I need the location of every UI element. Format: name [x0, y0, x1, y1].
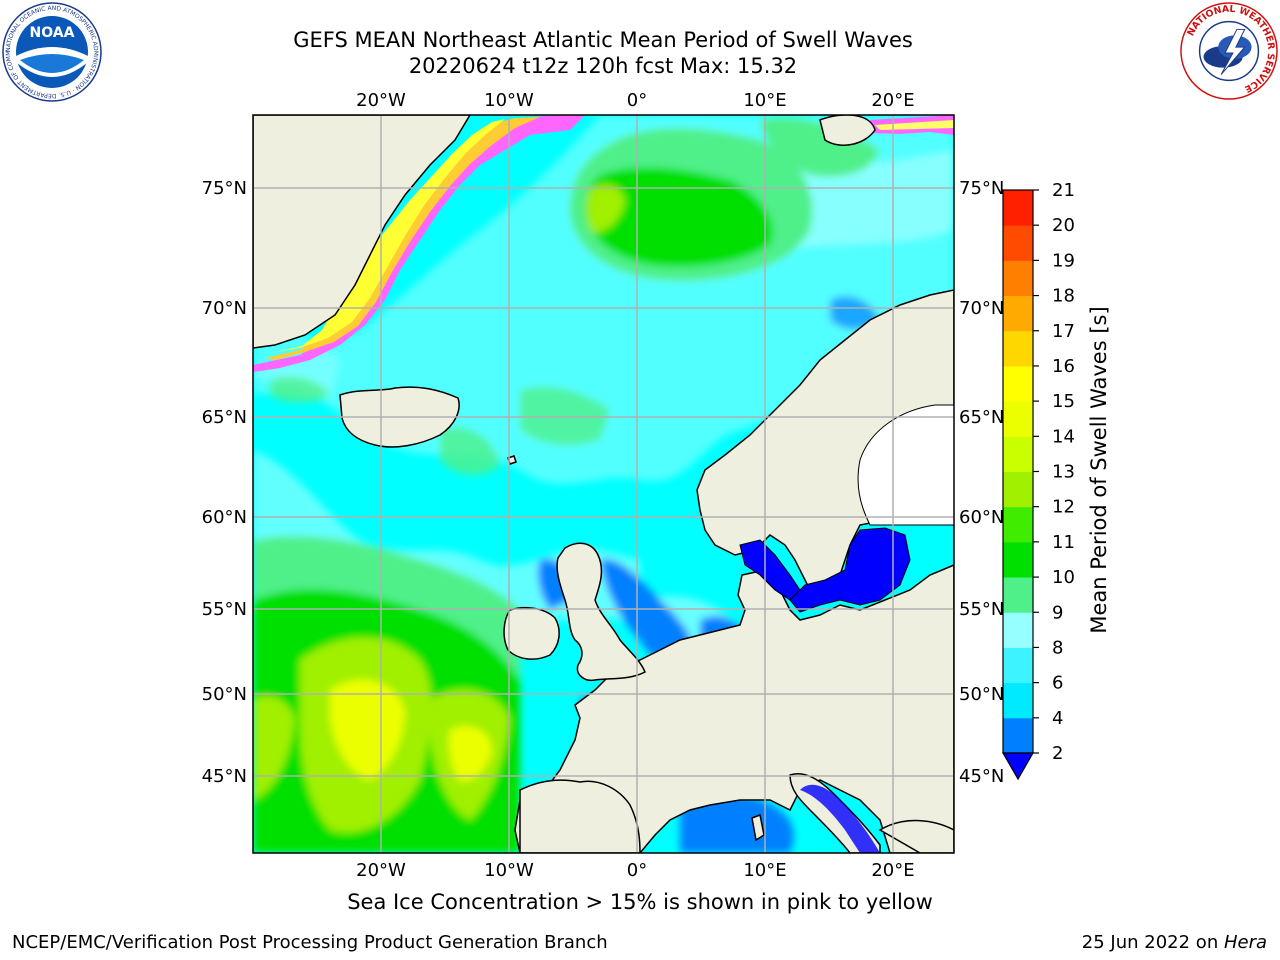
- colorbar-segment: [1003, 541, 1033, 578]
- lon-label-top: 10°E: [743, 90, 786, 111]
- scandinavia: [696, 289, 954, 602]
- footer-host: Hera: [1223, 932, 1267, 953]
- great-britain: [556, 542, 646, 682]
- baltic-sea: [789, 527, 911, 613]
- lon-label-bottom: 10°E: [743, 860, 786, 881]
- graticule: [253, 115, 954, 853]
- lon-label-bottom: 20°E: [871, 860, 914, 881]
- lat-label-right: 65°N: [959, 407, 1004, 428]
- land: [253, 115, 954, 853]
- colorbar-tick-label: 17: [1052, 321, 1075, 342]
- colorbar-segment: [1003, 330, 1033, 367]
- colorbar-tick-label: 8: [1052, 637, 1063, 658]
- ireland: [503, 606, 560, 660]
- colorbar-tick-label: 4: [1052, 708, 1063, 729]
- kattegat: [739, 539, 801, 601]
- lat-label-left: 70°N: [202, 298, 247, 319]
- colorbar-tick-label: 6: [1052, 673, 1063, 694]
- lon-label-top: 0°: [627, 90, 647, 111]
- colorbar-segment: [1003, 612, 1033, 648]
- lat-label-right: 50°N: [959, 684, 1004, 705]
- lon-label-top: 20°E: [871, 90, 914, 111]
- colorbar-segment: [1003, 225, 1033, 261]
- colorbar-tick-label: 11: [1052, 532, 1075, 553]
- colorbar-segment: [1003, 436, 1033, 472]
- colorbar-segment: [1003, 401, 1033, 437]
- footer-date-text: 25 Jun 2022 on: [1081, 932, 1224, 953]
- greenland: [253, 115, 471, 349]
- lon-label-bottom: 10°W: [484, 860, 534, 881]
- colorbar-segment: [1003, 365, 1033, 402]
- lon-label-bottom: 20°W: [356, 860, 406, 881]
- map-frame: [252, 114, 955, 854]
- adriatic-sea: [800, 784, 880, 853]
- colorbar-segment: [1003, 682, 1033, 719]
- colorbar-tick-label: 13: [1052, 462, 1075, 483]
- corsica: [751, 813, 765, 842]
- colorbar-tick-label: 20: [1052, 215, 1075, 236]
- lon-label-top: 20°W: [356, 90, 406, 111]
- lat-label-left: 55°N: [202, 599, 247, 620]
- lat-label-left: 50°N: [202, 684, 247, 705]
- colorbar-segment: [1003, 577, 1033, 613]
- colorbar-segment: [1003, 647, 1033, 684]
- colorbar-segment: [1003, 260, 1033, 297]
- colorbar-tick-label: 14: [1052, 426, 1075, 447]
- colorbar-segment: [1003, 506, 1033, 543]
- sea-ice-note: Sea Ice Concentration > 15% is shown in …: [347, 890, 933, 914]
- chart-title: GEFS MEAN Northeast Atlantic Mean Period…: [293, 28, 913, 52]
- colorbar-segment: [1003, 295, 1033, 332]
- sea-ice: [253, 115, 954, 372]
- nws-logo: NATIONAL WEATHER SERVICE: [1180, 2, 1278, 100]
- lat-label-left: 75°N: [202, 178, 247, 199]
- colorbar-tick-label: 2: [1052, 743, 1063, 764]
- colorbar-tick-label: 15: [1052, 391, 1075, 412]
- lon-label-bottom: 0°: [627, 860, 647, 881]
- lat-label-left: 45°N: [202, 766, 247, 787]
- colorbar-segment: [1003, 717, 1033, 754]
- colorbar-tick-label: 19: [1052, 250, 1075, 271]
- colorbar-tick-label: 12: [1052, 497, 1075, 518]
- continental-europe: [514, 525, 954, 853]
- lon-label-top: 10°W: [484, 90, 534, 111]
- chart-subtitle: 20220624 t12z 120h fcst Max: 15.32: [408, 54, 798, 78]
- footer-credit: NCEP/EMC/Verification Post Processing Pr…: [12, 932, 608, 953]
- colorbar-segment: [1003, 471, 1033, 508]
- gulf-of-bothnia: [857, 404, 954, 526]
- footer-date: 25 Jun 2022 on Hera: [1082, 932, 1267, 953]
- colorbar-tick-label: 16: [1052, 356, 1075, 377]
- colorbar-tick-label: 21: [1052, 180, 1075, 201]
- lat-label-right: 75°N: [959, 178, 1004, 199]
- map-area: [253, 115, 954, 853]
- lat-label-left: 60°N: [202, 507, 247, 528]
- lat-label-right: 60°N: [959, 507, 1004, 528]
- colorbar-segment: [1003, 190, 1033, 226]
- colorbar: 2 4 6 8 9 10 11 12 13 14 15 16 17 18 19 20 21: [1001, 180, 1075, 781]
- lat-label-right: 70°N: [959, 298, 1004, 319]
- noaa-logo: NATIONAL OCEANIC AND ATMOSPHERIC ADMINIS…: [2, 2, 102, 102]
- colorbar-extend-arrow: [1001, 752, 1035, 781]
- lat-label-left: 65°N: [202, 407, 247, 428]
- colorbar-tick-label: 9: [1052, 602, 1063, 623]
- balkans: [878, 819, 954, 853]
- iberia: [519, 779, 641, 853]
- colorbar-tick-label: 10: [1052, 567, 1075, 588]
- noaa-logo-text: NOAA: [30, 25, 75, 41]
- lat-label-right: 45°N: [959, 766, 1004, 787]
- lat-label-right: 55°N: [959, 599, 1004, 620]
- colorbar-label: Mean Period of Swell Waves [s]: [1087, 306, 1111, 633]
- colorbar-tick-label: 18: [1052, 286, 1075, 307]
